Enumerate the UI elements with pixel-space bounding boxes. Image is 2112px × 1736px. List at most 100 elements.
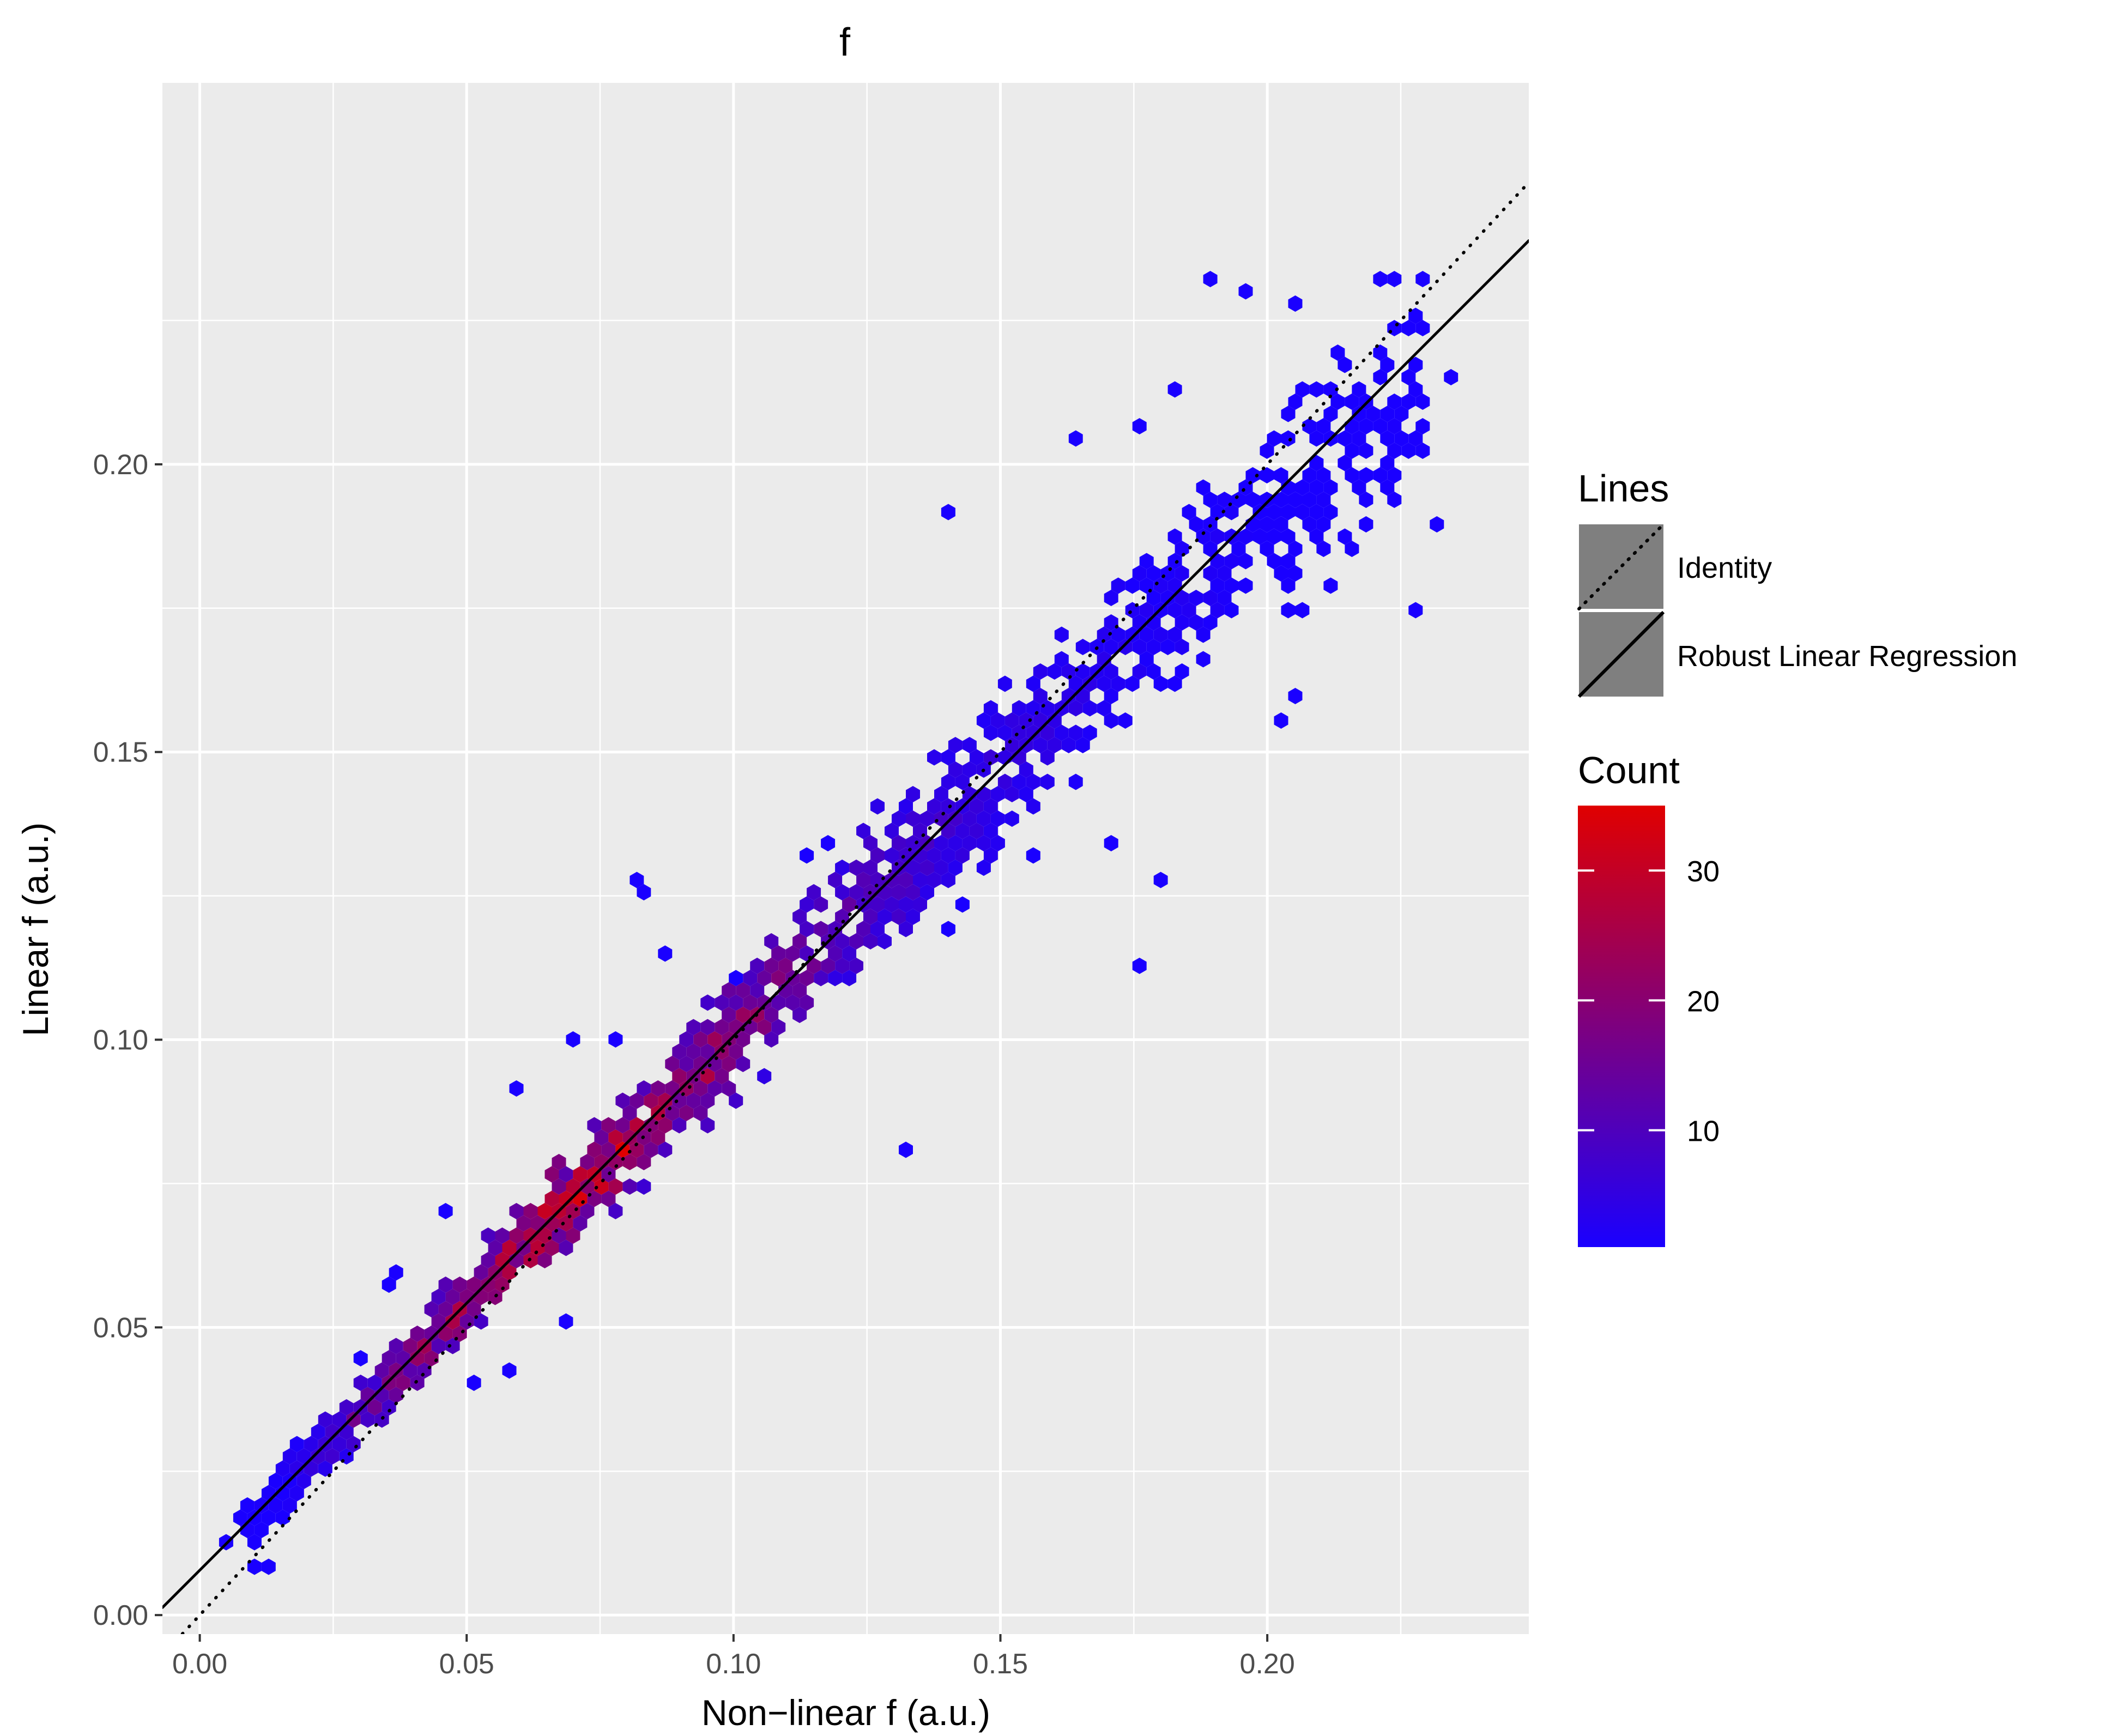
- hexbin-cell: [1203, 541, 1218, 557]
- hexbin-cell: [757, 994, 772, 1011]
- hexbin-cell: [1338, 528, 1352, 545]
- hexbin-cell: [1274, 492, 1288, 508]
- hexbin-cell: [339, 1399, 354, 1416]
- hexbin-cell: [715, 1019, 729, 1036]
- hexbin-cell: [296, 1473, 311, 1489]
- y-tick-label: 0.10: [93, 1025, 148, 1056]
- hexbin-cell: [615, 1092, 630, 1109]
- hexbin-cell: [863, 909, 878, 925]
- hexbin-cell: [906, 835, 920, 851]
- hexbin-cell: [615, 1141, 630, 1158]
- hexbin-cell: [1359, 418, 1373, 434]
- hexbin-cell: [651, 1129, 665, 1146]
- hexbin-cell: [1139, 553, 1154, 570]
- hexbin-cell: [1111, 626, 1125, 643]
- hexbin-cell: [1019, 712, 1033, 729]
- hexbin-cell: [1146, 663, 1161, 680]
- hexbin-cell: [814, 896, 828, 913]
- legend-label-regression: Robust Linear Regression: [1677, 640, 2017, 673]
- hexbin-cell: [573, 1215, 588, 1232]
- hexbin-cell: [750, 982, 765, 999]
- hexbin-cell: [1139, 626, 1154, 643]
- hexbin-cell: [658, 1117, 673, 1134]
- hexbin-cell: [1288, 688, 1303, 704]
- hexbin-cell: [828, 945, 843, 962]
- hexbin-cell: [736, 1056, 751, 1072]
- hexbin-cell: [637, 1154, 651, 1170]
- hexbin-cell: [778, 958, 793, 974]
- hexbin-cell: [1231, 492, 1246, 508]
- hexbin-cell: [1252, 528, 1267, 545]
- hexbin-cell: [700, 1092, 715, 1109]
- hexbin-cell: [424, 1326, 439, 1342]
- hexbin-cell: [976, 712, 991, 729]
- hexbin-cell: [941, 921, 955, 937]
- hexbin-cell: [1330, 344, 1345, 361]
- hexbin-cell: [1359, 516, 1373, 533]
- hexbin-cell: [1196, 528, 1211, 545]
- hexbin-cell: [594, 1178, 609, 1195]
- hexbin-cell: [1153, 675, 1168, 692]
- hexbin-cell: [686, 1019, 701, 1036]
- hexbin-cell: [1380, 479, 1395, 496]
- hexbin-cell: [729, 994, 743, 1011]
- hexbin-cell: [1068, 773, 1083, 790]
- hexbin-cell: [693, 1031, 708, 1048]
- hexbin-cell: [1373, 467, 1388, 483]
- hexbin-cell: [1203, 614, 1218, 631]
- y-tick-label: 0.00: [93, 1600, 148, 1631]
- hexbin-cell: [906, 884, 920, 900]
- hexbin-cell: [934, 860, 948, 876]
- hexbin-cell: [828, 872, 843, 888]
- x-tick-label: 0.05: [439, 1648, 494, 1680]
- hexbin-cell: [1196, 626, 1211, 643]
- hexbin-cell: [764, 933, 779, 949]
- legend-label-identity: Identity: [1677, 552, 1772, 584]
- hexbin-cell: [552, 1154, 566, 1170]
- hexbin-cell: [1408, 381, 1423, 398]
- hexbin-cell: [438, 1203, 453, 1219]
- hexbin-cell: [1139, 651, 1154, 668]
- hexbin-cell: [976, 835, 991, 851]
- hexbin-cell: [1408, 430, 1423, 447]
- hexbin-cell: [729, 970, 743, 987]
- hexbin-cell: [1146, 590, 1161, 606]
- hexbin-cell: [1260, 516, 1274, 533]
- hexbin-cell: [990, 835, 1005, 851]
- hexbin-cell: [1082, 724, 1097, 741]
- hexbin-cell: [997, 773, 1012, 790]
- hexbin-cell: [1175, 541, 1189, 557]
- hexbin-cell: [983, 798, 998, 815]
- hexbin-cell: [1203, 492, 1218, 508]
- hexbin-cell: [1260, 467, 1274, 483]
- hexbin-cell: [559, 1166, 573, 1183]
- hexbin-cell: [311, 1448, 325, 1465]
- hexbin-cell: [1019, 761, 1033, 778]
- hexbin-cell: [1323, 479, 1338, 496]
- hexbin-cell: [516, 1215, 531, 1232]
- hexbin-cell: [523, 1203, 538, 1219]
- hexbin-cell: [1380, 430, 1395, 447]
- hexbin-cell: [892, 835, 906, 851]
- hexbin-cell: [474, 1264, 488, 1281]
- hexbin-cell: [1097, 700, 1111, 717]
- hexbin-cell: [1040, 724, 1055, 741]
- hexbin-cell: [1295, 602, 1310, 619]
- hexbin-cell: [509, 1203, 524, 1219]
- hexbin-cell: [559, 1313, 573, 1330]
- hexbin-cell: [856, 872, 870, 888]
- hexbin-cell: [899, 896, 913, 913]
- hexbin-cell: [417, 1362, 432, 1379]
- hexbin-cell: [941, 504, 955, 521]
- hexbin-cell: [1210, 504, 1225, 521]
- hexbin-cell: [1075, 737, 1090, 753]
- regression-line: [162, 239, 1529, 1609]
- hexbin-cell: [899, 872, 913, 888]
- hexbin-cell: [601, 1117, 616, 1134]
- hexbin-cell: [686, 1043, 701, 1060]
- hexbin-cell: [722, 1007, 736, 1023]
- hexbin-cell: [431, 1338, 446, 1354]
- hexbin-cell: [1295, 504, 1310, 521]
- hexbin-cell: [693, 1105, 708, 1121]
- identity-line: [180, 180, 1529, 1634]
